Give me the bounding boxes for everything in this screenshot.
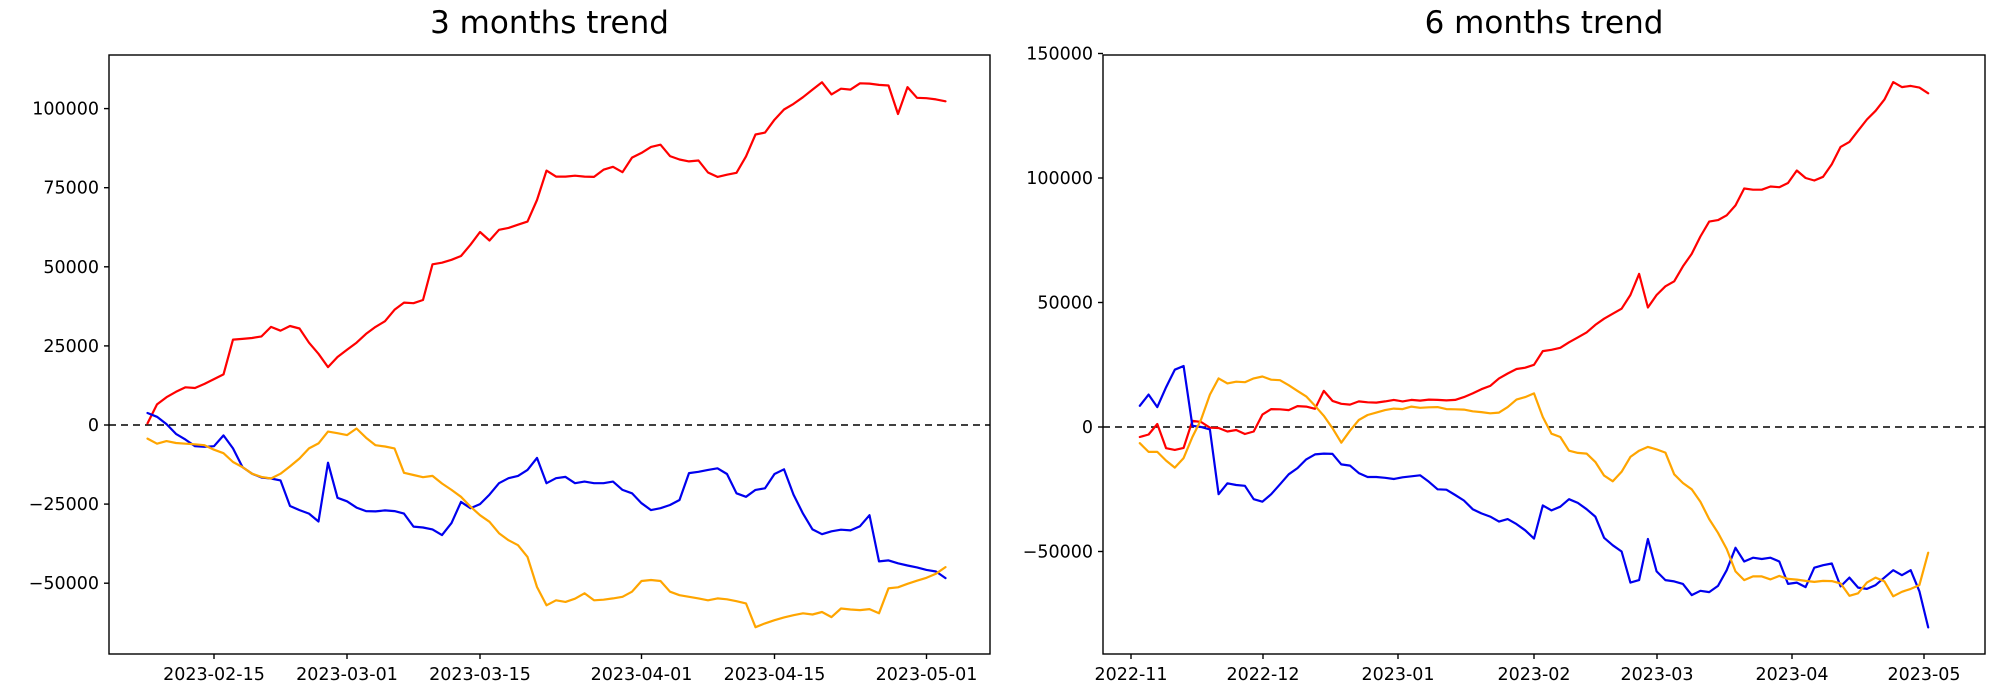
series-line-orange (146, 427, 947, 629)
series-line-blue (1138, 364, 1930, 629)
x-tick-label: 2023-04 (1755, 665, 1828, 685)
chart-title-6-months: 6 months trend (1424, 5, 1664, 41)
y-tick-label: 100000 (32, 100, 99, 120)
y-tick-label: 150000 (1026, 45, 1093, 65)
series-line-blue (146, 411, 947, 580)
series-line-red (1138, 80, 1930, 451)
x-tick-label: 2023-02-15 (163, 665, 265, 685)
series-line-orange (1138, 375, 1930, 598)
x-tick-label: 2023-03-01 (296, 665, 398, 685)
x-tick-label: 2023-02 (1497, 665, 1570, 685)
y-tick-label: 100000 (1026, 169, 1093, 189)
chart-title-3-months: 3 months trend (430, 5, 669, 41)
y-tick-label: 50000 (43, 258, 99, 278)
y-tick-label: −50000 (29, 574, 99, 594)
x-tick-label: 2023-05-01 (876, 665, 978, 685)
y-tick-label: 0 (1082, 418, 1093, 438)
y-tick-label: 25000 (43, 337, 99, 357)
x-tick-label: 2023-04-15 (724, 665, 826, 685)
x-tick-label: 2022-11 (1094, 665, 1167, 685)
x-tick-label: 2023-01 (1361, 665, 1434, 685)
x-tick-label: 2022-12 (1226, 665, 1299, 685)
y-tick-label: −25000 (29, 495, 99, 515)
y-tick-label: −50000 (1023, 543, 1093, 563)
plot-frame (108, 54, 991, 655)
x-tick-label: 2023-04-01 (591, 665, 693, 685)
plot-frame (1102, 54, 1986, 655)
series-line-red (146, 81, 947, 425)
x-tick-label: 2023-05 (1887, 665, 1960, 685)
x-tick-label: 2023-03-15 (429, 665, 531, 685)
y-tick-label: 75000 (43, 179, 99, 199)
x-tick-label: 2023-03 (1620, 665, 1693, 685)
y-tick-label: 50000 (1037, 294, 1093, 314)
y-tick-label: 0 (88, 416, 99, 436)
